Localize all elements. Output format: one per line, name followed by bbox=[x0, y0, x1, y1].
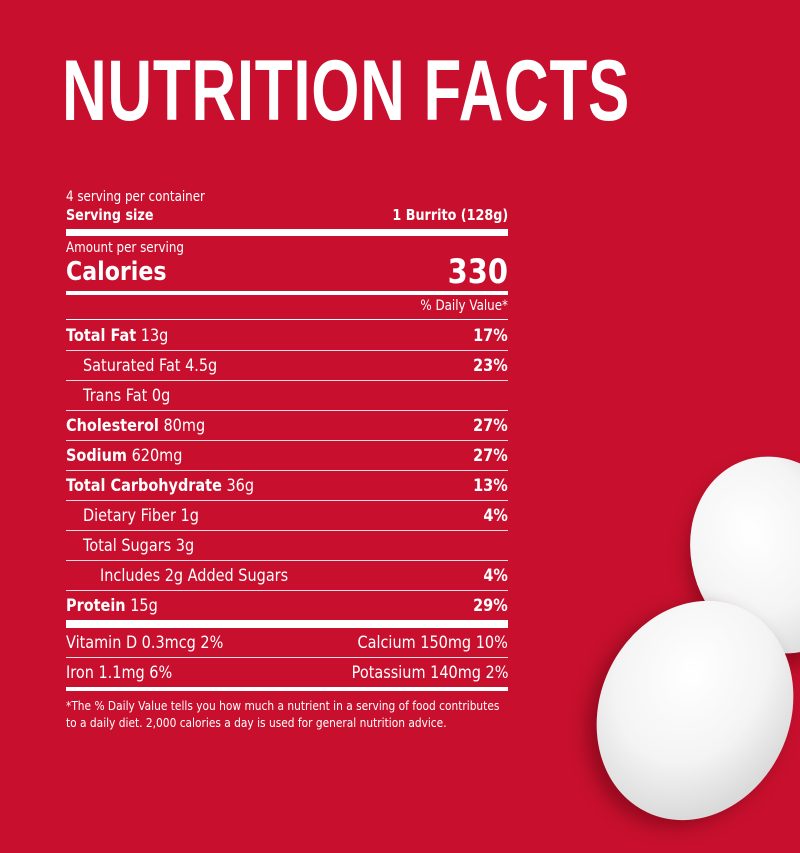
calories-value: 330 bbox=[447, 252, 508, 292]
nutrient-label: Sodium bbox=[66, 445, 127, 466]
nutrient-daily-value: 23% bbox=[473, 355, 508, 376]
divider-medium bbox=[66, 291, 508, 295]
nutrient-daily-value: 17% bbox=[473, 325, 508, 346]
nutrient-daily-value: 4% bbox=[483, 505, 508, 526]
calcium: Calcium 150mg 10% bbox=[357, 632, 508, 653]
nutrient-label: Total Sugars bbox=[83, 535, 172, 556]
nutrient-label: Includes 2g Added Sugars bbox=[100, 565, 289, 586]
nutrient-label: Protein bbox=[66, 595, 126, 616]
nutrient-daily-value: 27% bbox=[473, 415, 508, 436]
nutrient-row: Trans Fat 0g bbox=[66, 381, 508, 411]
micronutrient-row: Iron 1.1mg 6% Potassium 140mg 2% bbox=[66, 658, 508, 687]
nutrient-name: Cholesterol 80mg bbox=[66, 416, 205, 436]
servings-per-container: 4 serving per container bbox=[66, 189, 508, 205]
nutrient-name: Saturated Fat 4.5g bbox=[66, 356, 217, 376]
iron: Iron 1.1mg 6% bbox=[66, 662, 173, 683]
daily-value-header: % Daily Value* bbox=[66, 298, 508, 314]
nutrient-amount: 15g bbox=[130, 595, 158, 616]
serving-size-value: 1 Burrito (128g) bbox=[392, 206, 508, 224]
nutrient-label: Saturated Fat bbox=[83, 355, 181, 376]
nutrient-daily-value: 27% bbox=[473, 445, 508, 466]
divider-medium bbox=[66, 687, 508, 691]
nutrient-row: Protein 15g 29% bbox=[66, 591, 508, 620]
nutrient-row: Cholesterol 80mg 27% bbox=[66, 411, 508, 441]
nutrient-row: Dietary Fiber 1g 4% bbox=[66, 501, 508, 531]
page-title: NUTRITION FACTS bbox=[62, 43, 631, 139]
nutrient-row: Sodium 620mg 27% bbox=[66, 441, 508, 471]
amount-per-serving-text: Amount per serving bbox=[66, 240, 184, 256]
nutrient-label: Dietary Fiber bbox=[83, 505, 176, 526]
nutrient-daily-value: 13% bbox=[473, 475, 508, 496]
nutrient-name: Protein 15g bbox=[66, 596, 158, 616]
calories-label: Calories bbox=[66, 257, 167, 287]
nutrient-amount: 1g bbox=[180, 505, 199, 526]
serving-size-label: Serving size bbox=[66, 206, 154, 224]
nutrient-label: Cholesterol bbox=[66, 415, 159, 436]
nutrient-amount: 620mg bbox=[131, 445, 183, 466]
divider-thick bbox=[66, 229, 508, 236]
potassium: Potassium 140mg 2% bbox=[351, 662, 508, 683]
nutrient-daily-value: 4% bbox=[483, 565, 508, 586]
vitamin-d: Vitamin D 0.3mcg 2% bbox=[66, 632, 224, 653]
nutrient-label: Trans Fat bbox=[83, 385, 148, 406]
footnote: *The % Daily Value tells you how much a … bbox=[66, 698, 500, 730]
nutrient-name: Dietary Fiber 1g bbox=[66, 506, 199, 526]
nutrient-row: Total Fat 13g 17% bbox=[66, 321, 508, 351]
nutrient-row: Total Carbohydrate 36g 13% bbox=[66, 471, 508, 501]
nutrient-row: Saturated Fat 4.5g 23% bbox=[66, 351, 508, 381]
nutrient-label: Total Carbohydrate bbox=[66, 475, 222, 496]
nutrient-row: Includes 2g Added Sugars 4% bbox=[66, 561, 508, 591]
serving-size-row: Serving size 1 Burrito (128g) bbox=[66, 206, 508, 224]
servings-text: 4 serving per container bbox=[66, 189, 205, 205]
nutrient-name: Includes 2g Added Sugars bbox=[66, 566, 288, 586]
nutrient-label: Total Fat bbox=[66, 325, 137, 346]
nutrient-amount: 80mg bbox=[163, 415, 206, 436]
nutrient-amount: 3g bbox=[175, 535, 195, 556]
daily-value-header-text: % Daily Value* bbox=[420, 298, 508, 314]
nutrient-amount: 36g bbox=[226, 475, 255, 496]
divider-thick bbox=[66, 620, 508, 628]
nutrient-list: Total Fat 13g 17% Saturated Fat 4.5g 23% Tra… bbox=[66, 321, 508, 620]
nutrient-name: Total Carbohydrate 36g bbox=[66, 476, 254, 496]
calories-row: Calories 330 bbox=[66, 252, 508, 292]
nutrient-amount: 4.5g bbox=[185, 355, 218, 376]
nutrient-row: Total Sugars 3g bbox=[66, 531, 508, 561]
nutrient-daily-value: 29% bbox=[473, 595, 508, 616]
nutrient-name: Total Sugars 3g bbox=[66, 536, 194, 556]
nutrient-amount: 0g bbox=[151, 385, 171, 406]
nutrient-name: Trans Fat 0g bbox=[66, 386, 170, 406]
nutrient-amount: 13g bbox=[140, 325, 169, 346]
divider-thin bbox=[66, 319, 508, 320]
amount-per-serving: Amount per serving bbox=[66, 240, 508, 256]
nutrient-name: Sodium 620mg bbox=[66, 446, 182, 466]
nutrient-name: Total Fat 13g bbox=[66, 326, 168, 346]
micronutrient-list: Vitamin D 0.3mcg 2% Calcium 150mg 10% Ir… bbox=[66, 628, 508, 687]
micronutrient-row: Vitamin D 0.3mcg 2% Calcium 150mg 10% bbox=[66, 628, 508, 658]
